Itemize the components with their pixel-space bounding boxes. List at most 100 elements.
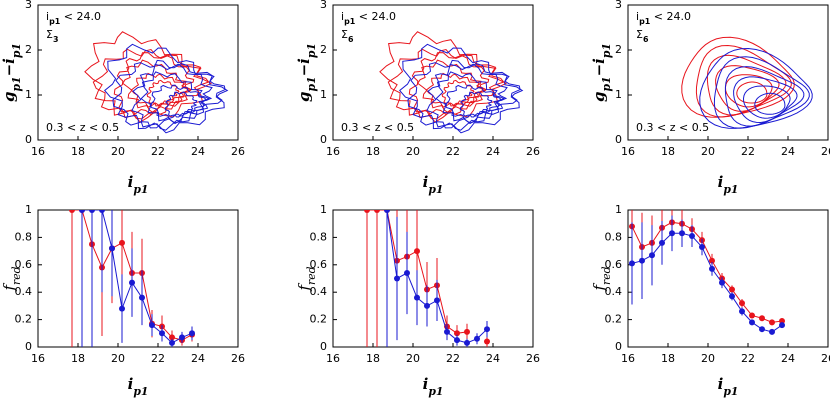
y-tick-label: 0.4 xyxy=(605,285,623,298)
label-main: 0.3 < z < 0.5 xyxy=(636,121,709,134)
point xyxy=(129,279,135,286)
point xyxy=(69,210,75,213)
point xyxy=(464,339,470,346)
series-line xyxy=(631,221,783,323)
point xyxy=(159,330,165,337)
y-tick-label: 0.8 xyxy=(605,230,623,243)
label-sub: p1 xyxy=(305,43,318,58)
point xyxy=(669,230,675,237)
contour xyxy=(713,56,810,129)
point xyxy=(699,243,705,250)
plot-area xyxy=(69,210,195,347)
label-main: Σ xyxy=(636,28,643,41)
y-tick-label: 1 xyxy=(25,88,32,101)
label-sub: p1 xyxy=(133,183,148,196)
x-tick-label: 16 xyxy=(31,145,45,158)
label: ip1 < 24.0 xyxy=(46,10,101,26)
point xyxy=(759,315,765,322)
label-main: i xyxy=(636,10,639,23)
label-main: i xyxy=(718,375,724,393)
label: Σ6 xyxy=(636,28,649,44)
contour xyxy=(407,59,521,129)
point xyxy=(484,338,490,345)
label-main: g xyxy=(295,91,313,102)
x-tick-label: 20 xyxy=(111,145,125,158)
x-tick-label: 24 xyxy=(191,352,205,365)
contour xyxy=(140,71,210,125)
contour xyxy=(92,48,210,119)
x-tick-label: 16 xyxy=(326,352,340,365)
label-main: < 24.0 xyxy=(650,10,691,23)
point xyxy=(434,297,440,304)
x-tick-label: 24 xyxy=(781,352,795,365)
x-tick-label: 22 xyxy=(446,145,460,158)
x-tick-label: 20 xyxy=(406,145,420,158)
contour xyxy=(131,63,213,131)
contour xyxy=(387,48,505,119)
contour xyxy=(112,59,226,129)
x-tick-label: 16 xyxy=(621,145,635,158)
point xyxy=(779,317,785,324)
point xyxy=(169,334,175,341)
point xyxy=(739,308,745,315)
label-sub: 6 xyxy=(348,35,354,44)
point xyxy=(119,239,125,246)
x-tick-label: 20 xyxy=(701,352,715,365)
y-tick-label: 0.6 xyxy=(605,258,623,271)
label-main: 0.3 < z < 0.5 xyxy=(46,121,119,134)
label: ip1 xyxy=(423,375,444,398)
label-sub: p1 xyxy=(600,76,613,91)
label-main: Σ xyxy=(341,28,348,41)
y-tick-label: 0 xyxy=(25,133,32,146)
x-tick-label: 18 xyxy=(71,352,85,365)
label-main: i xyxy=(128,173,134,191)
label-sub: red xyxy=(10,266,23,285)
x-tick-label: 22 xyxy=(151,352,165,365)
label: gp1−ip1 xyxy=(0,43,23,102)
label: ip1 xyxy=(128,173,149,196)
label: ip1 xyxy=(128,375,149,398)
y-tick-label: 1 xyxy=(320,203,327,216)
label: Σ3 xyxy=(46,28,58,44)
point xyxy=(749,312,755,319)
contour xyxy=(695,44,792,118)
label-sub: p1 xyxy=(49,17,60,26)
point xyxy=(424,302,430,309)
contour xyxy=(699,47,813,129)
point xyxy=(139,294,145,301)
x-tick-label: 26 xyxy=(526,145,540,158)
point xyxy=(179,334,185,341)
point xyxy=(414,248,420,255)
y-tick-label: 2 xyxy=(25,43,32,56)
label-main: i xyxy=(423,173,429,191)
contour xyxy=(103,43,229,134)
point xyxy=(749,319,755,326)
label-sub: p1 xyxy=(428,183,443,196)
label-sub: p1 xyxy=(639,17,650,26)
point xyxy=(474,335,480,342)
point xyxy=(769,328,775,335)
contour xyxy=(736,81,768,104)
x-tick-label: 16 xyxy=(326,145,340,158)
x-tick-label: 26 xyxy=(821,352,830,365)
contour xyxy=(122,59,193,113)
label-main: < 24.0 xyxy=(60,10,101,23)
contour xyxy=(435,71,505,125)
y-tick-label: 0.4 xyxy=(15,285,33,298)
y-tick-label: 2 xyxy=(320,43,327,56)
label: gp1−ip1 xyxy=(590,43,613,102)
label-main: i xyxy=(341,10,344,23)
y-tick-label: 3 xyxy=(320,0,327,11)
point xyxy=(679,230,685,237)
point xyxy=(374,210,380,213)
plot-area xyxy=(364,210,490,347)
point xyxy=(729,286,735,293)
label-main: < 24.0 xyxy=(355,10,396,23)
point xyxy=(444,328,450,335)
x-tick-label: 22 xyxy=(741,352,755,365)
label-main: f xyxy=(0,283,18,292)
label-main: −i xyxy=(0,58,18,77)
plot-frame xyxy=(37,209,239,348)
plot-area xyxy=(629,210,785,335)
x-tick-label: 16 xyxy=(621,352,635,365)
